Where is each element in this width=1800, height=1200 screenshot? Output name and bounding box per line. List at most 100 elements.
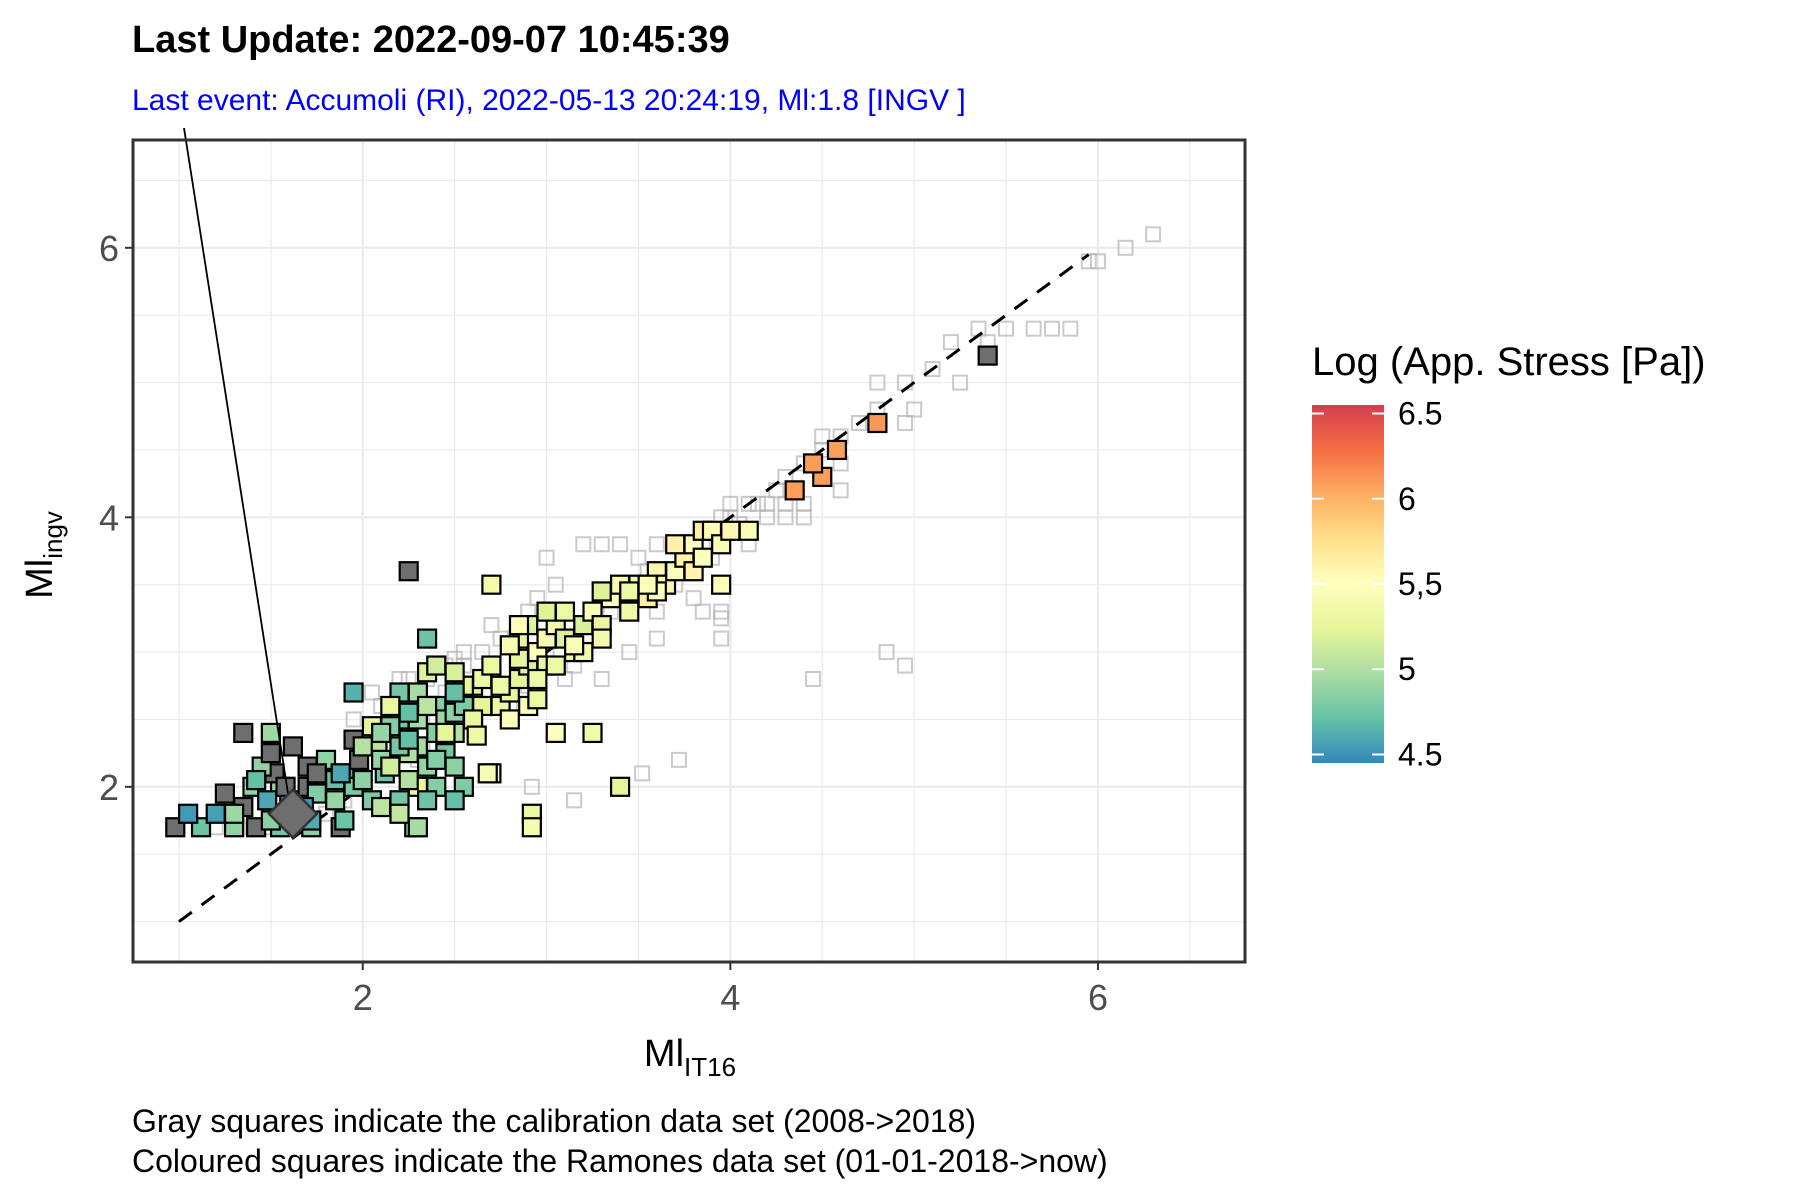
ramones-point bbox=[416, 695, 438, 717]
calibration-point bbox=[869, 374, 886, 391]
caption-line-2: Coloured squares indicate the Ramones da… bbox=[132, 1143, 1108, 1179]
ramones-point bbox=[784, 480, 805, 501]
calibration-point bbox=[566, 792, 583, 809]
ramones-point bbox=[444, 662, 465, 683]
x-axis-label-subscript: IT16 bbox=[684, 1052, 736, 1082]
ramones-point bbox=[490, 675, 511, 696]
ramones-point bbox=[977, 345, 998, 366]
ramones-point bbox=[352, 769, 373, 791]
x-axis-label: MlIT16 bbox=[644, 1033, 736, 1082]
x-axis-label-main: Ml bbox=[644, 1033, 684, 1075]
ramones-point bbox=[416, 628, 438, 649]
ramones-point bbox=[343, 682, 364, 703]
ramones-point bbox=[499, 709, 520, 730]
ramones-point bbox=[260, 722, 281, 744]
ramones-point bbox=[591, 581, 612, 602]
ramones-point bbox=[398, 729, 419, 750]
x-tick-label: 4 bbox=[720, 977, 740, 1018]
ramones-point bbox=[257, 790, 278, 811]
calibration-point bbox=[621, 644, 638, 661]
calibration-point bbox=[1145, 226, 1162, 243]
calibration-point bbox=[483, 617, 500, 634]
ramones-point bbox=[582, 722, 603, 744]
ramones-point bbox=[738, 520, 759, 541]
ramones-point bbox=[527, 689, 548, 710]
ramones-point bbox=[692, 547, 713, 568]
calibration-point bbox=[795, 509, 812, 526]
calibration-point bbox=[523, 778, 540, 795]
ramones-point bbox=[246, 769, 267, 791]
last-event-pointer bbox=[183, 127, 292, 812]
colorbar-title: Log (App. Stress [Pa]) bbox=[1312, 340, 1706, 384]
ramones-point bbox=[426, 749, 447, 770]
calibration-point bbox=[612, 536, 629, 553]
ramones-point bbox=[178, 803, 199, 824]
calibration-point bbox=[851, 414, 868, 431]
calibration-point bbox=[345, 711, 362, 728]
ramones-point bbox=[826, 439, 848, 461]
ramones-point bbox=[619, 601, 640, 622]
chart-title: Last Update: 2022-09-07 10:45:39 bbox=[132, 19, 730, 61]
calibration-point bbox=[952, 374, 969, 391]
ramones-point bbox=[334, 810, 355, 831]
calibration-point bbox=[593, 536, 610, 553]
ramones-point bbox=[619, 581, 640, 602]
ramones-point bbox=[282, 736, 304, 757]
calibration-point bbox=[1044, 320, 1061, 337]
ramones-point bbox=[380, 756, 401, 777]
ramones-point bbox=[330, 763, 351, 784]
calibration-point bbox=[832, 482, 849, 499]
ramones-point bbox=[711, 574, 732, 595]
calibration-point bbox=[896, 414, 913, 431]
y-axis-label: Mlingv bbox=[19, 511, 68, 599]
ramones-point bbox=[444, 756, 465, 777]
ramones-point bbox=[720, 520, 741, 541]
calibration-point bbox=[547, 576, 564, 593]
ramones-point bbox=[481, 655, 502, 676]
calibration-point bbox=[575, 536, 592, 553]
ramones-point bbox=[389, 803, 410, 824]
calibration-point bbox=[685, 590, 702, 607]
ramones-point bbox=[545, 655, 566, 676]
ramones-point bbox=[371, 796, 392, 818]
ramones-point bbox=[306, 763, 327, 784]
colorbar-tick-label: 6.5 bbox=[1398, 396, 1442, 432]
ramones-point bbox=[466, 725, 487, 746]
calibration-point bbox=[713, 610, 730, 627]
x-axis-ticks: 2 4 6 bbox=[353, 962, 1108, 1018]
colorbar-tick-label: 5,5 bbox=[1398, 566, 1442, 602]
calibration-point bbox=[805, 671, 822, 688]
ramones-point bbox=[352, 736, 373, 757]
ramones-point bbox=[371, 722, 392, 744]
calibration-point bbox=[998, 320, 1015, 337]
calibration-point bbox=[670, 751, 687, 768]
calibration-point bbox=[759, 509, 776, 526]
ramones-point bbox=[591, 628, 612, 649]
ramones-point bbox=[398, 769, 419, 791]
ramones-point bbox=[398, 561, 419, 582]
calibration-point bbox=[1089, 253, 1106, 270]
calibration-point bbox=[648, 536, 665, 553]
calibration-point bbox=[630, 549, 647, 566]
calibration-point bbox=[740, 495, 757, 512]
colorbar-tick-label: 5 bbox=[1398, 651, 1416, 687]
calibration-point bbox=[363, 684, 380, 701]
calibration-point bbox=[777, 509, 794, 526]
ramones-point bbox=[637, 574, 658, 595]
x-tick-label: 2 bbox=[353, 977, 373, 1018]
y-tick-label: 6 bbox=[99, 228, 119, 269]
y-tick-label: 4 bbox=[99, 497, 119, 538]
colorbar-tick-label: 4.5 bbox=[1398, 736, 1442, 772]
ramones-point bbox=[416, 790, 438, 811]
ramones-point bbox=[527, 668, 548, 690]
calibration-point bbox=[593, 671, 610, 688]
ramones-point bbox=[499, 635, 520, 656]
calibration-point bbox=[1025, 320, 1042, 337]
calibration-point bbox=[1062, 320, 1079, 337]
ramones-point bbox=[233, 722, 254, 744]
ramones-point bbox=[867, 412, 888, 434]
y-axis-label-main: Ml bbox=[19, 559, 61, 599]
ramones-point bbox=[802, 453, 824, 474]
chart-subtitle: Last event: Accumoli (RI), 2022-05-13 20… bbox=[132, 84, 966, 117]
